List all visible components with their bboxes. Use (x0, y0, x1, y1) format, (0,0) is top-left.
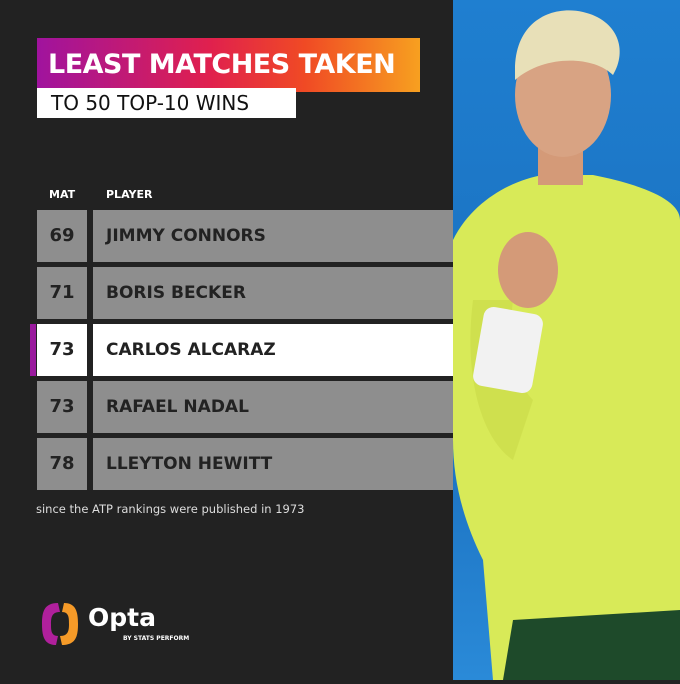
player-cell: LLEYTON HEWITT (93, 438, 453, 490)
table-row: 69 JIMMY CONNORS (37, 210, 453, 262)
footnote: since the ATP rankings were published in… (36, 502, 305, 516)
table-row: 71 BORIS BECKER (37, 267, 453, 319)
highlight-bar (30, 324, 36, 376)
table-row: 73 RAFAEL NADAL (37, 381, 453, 433)
player-cell: CARLOS ALCARAZ (93, 324, 453, 376)
player-cell: BORIS BECKER (93, 267, 453, 319)
subtitle: TO 50 TOP-10 WINS (37, 88, 296, 118)
matches-cell: 73 (37, 324, 87, 376)
opta-tagline: BY STATS PERFORM (123, 635, 190, 642)
header-player: PLAYER (106, 188, 153, 201)
table-row-highlighted: 73 CARLOS ALCARAZ (30, 324, 453, 376)
opta-wordmark: Opta (88, 603, 156, 632)
player-photo (453, 0, 680, 680)
matches-cell: 73 (37, 381, 87, 433)
header-mat: MAT (49, 188, 76, 201)
table-row: 78 LLEYTON HEWITT (37, 438, 453, 490)
title-banner: LEAST MATCHES TAKEN (37, 38, 420, 92)
player-cell: RAFAEL NADAL (93, 381, 453, 433)
player-illustration (453, 10, 680, 680)
player-cell: JIMMY CONNORS (93, 210, 453, 262)
matches-cell: 78 (37, 438, 87, 490)
matches-cell: 71 (37, 267, 87, 319)
opta-logo-icon (42, 603, 78, 645)
matches-cell: 69 (37, 210, 87, 262)
